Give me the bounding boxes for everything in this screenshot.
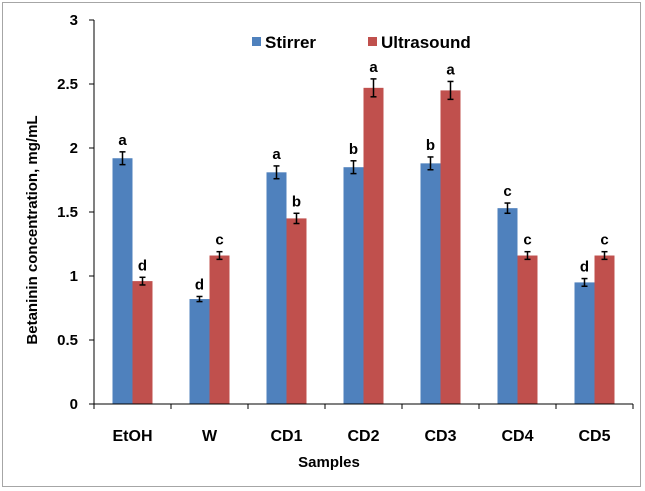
x-tick-label: CD4 xyxy=(501,428,533,445)
bar-stirrer xyxy=(112,158,133,404)
y-axis-title: Betaninin concentration, mg/mL xyxy=(24,115,41,344)
x-tick-label: W xyxy=(202,428,218,445)
y-tick-label: 1.5 xyxy=(57,204,78,221)
legend-swatch-ultrasound xyxy=(368,37,377,46)
significance-label-stirrer: d xyxy=(580,259,589,276)
x-ticks-layer: EtOH W CD1 CD2 CD3 CD4 CD5 xyxy=(93,404,634,445)
x-tick-label: CD2 xyxy=(347,428,379,445)
bar-ultrasound xyxy=(209,255,230,404)
y-ticks-layer: 0 0.5 1 1.5 2 2.5 3 xyxy=(57,12,94,413)
bar-ultrasound xyxy=(286,218,307,404)
y-tick-label: 3 xyxy=(70,12,78,29)
bar-stirrer xyxy=(497,208,518,404)
x-tick-label: CD5 xyxy=(578,428,610,445)
bar-ultrasound xyxy=(517,255,538,404)
significance-label-stirrer: a xyxy=(272,146,281,163)
bar-stirrer xyxy=(343,167,364,404)
bar-stirrer xyxy=(266,172,287,404)
bar-ultrasound xyxy=(440,90,461,405)
bar-stirrer xyxy=(574,282,595,404)
bar-stirrer xyxy=(420,163,441,404)
significance-label-ultrasound: c xyxy=(600,232,608,249)
legend-label-ultrasound: Ultrasound xyxy=(381,33,471,52)
significance-label-stirrer: b xyxy=(349,141,358,158)
legend: Stirrer Ultrasound xyxy=(252,33,471,52)
x-tick-label: CD1 xyxy=(270,428,302,445)
x-tick-label: CD3 xyxy=(424,428,456,445)
significance-label-stirrer: b xyxy=(426,137,435,154)
y-tick-label: 0.5 xyxy=(57,332,78,349)
y-tick-label: 1 xyxy=(70,268,78,285)
significance-label-ultrasound: a xyxy=(446,61,455,78)
bars-layer xyxy=(112,87,615,405)
significance-label-ultrasound: c xyxy=(215,232,223,249)
bar-ultrasound xyxy=(363,87,384,404)
x-axis-title: Samples xyxy=(298,454,360,471)
significance-label-ultrasound: a xyxy=(369,59,378,76)
x-tick-label: EtOH xyxy=(113,428,153,445)
significance-label-stirrer: c xyxy=(503,183,511,200)
bar-ultrasound xyxy=(594,255,615,404)
legend-label-stirrer: Stirrer xyxy=(265,33,316,52)
significance-label-ultrasound: c xyxy=(523,232,531,249)
y-tick-label: 2.5 xyxy=(57,76,78,93)
significance-label-stirrer: a xyxy=(118,132,127,149)
y-tick-label: 2 xyxy=(70,140,78,157)
legend-swatch-stirrer xyxy=(252,37,261,46)
bar-stirrer xyxy=(189,299,210,404)
significance-label-stirrer: d xyxy=(195,276,204,293)
error-bars-layer xyxy=(119,78,608,303)
y-tick-label: 0 xyxy=(70,396,78,413)
bar-ultrasound xyxy=(132,281,153,404)
significance-label-ultrasound: b xyxy=(292,193,301,210)
significance-label-ultrasound: d xyxy=(138,257,147,274)
